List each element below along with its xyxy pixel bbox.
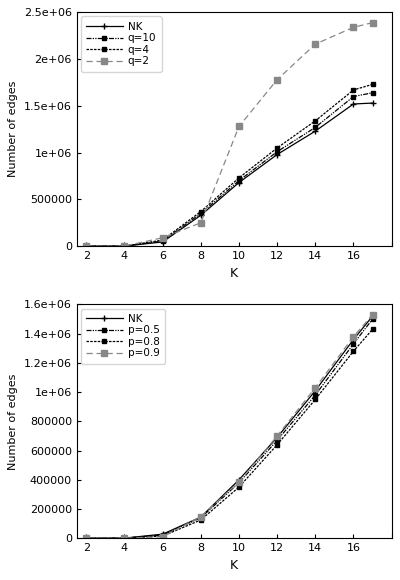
- NK: [275, 151, 280, 158]
- q=10: [160, 238, 165, 245]
- q=4: [198, 208, 203, 215]
- NK: [313, 128, 318, 135]
- p=0.5: [160, 531, 165, 538]
- p=0.9: [236, 478, 241, 485]
- Line: q=10: q=10: [84, 90, 375, 248]
- q=10: [313, 124, 318, 131]
- q=4: [160, 237, 165, 244]
- Line: p=0.8: p=0.8: [84, 327, 375, 541]
- p=0.9: [84, 535, 89, 542]
- q=10: [351, 93, 356, 100]
- p=0.8: [275, 441, 280, 448]
- X-axis label: K: K: [230, 267, 238, 280]
- p=0.8: [198, 517, 203, 524]
- Line: q=2: q=2: [83, 19, 376, 249]
- p=0.8: [370, 326, 375, 333]
- NK: [160, 238, 165, 245]
- Line: p=0.5: p=0.5: [84, 317, 375, 541]
- NK: [370, 313, 375, 320]
- NK: [236, 179, 241, 186]
- Legend: NK, q=10, q=4, q=2: NK, q=10, q=4, q=2: [81, 16, 162, 71]
- p=0.5: [275, 437, 280, 444]
- NK: [351, 336, 356, 343]
- q=10: [122, 242, 127, 249]
- p=0.9: [275, 433, 280, 440]
- q=2: [122, 242, 127, 249]
- X-axis label: K: K: [230, 559, 238, 572]
- NK: [313, 387, 318, 394]
- q=2: [84, 242, 89, 249]
- q=2: [236, 123, 241, 130]
- q=4: [122, 242, 127, 249]
- p=0.5: [351, 340, 356, 347]
- Line: q=4: q=4: [84, 82, 375, 248]
- p=0.8: [122, 535, 127, 542]
- q=10: [198, 210, 203, 217]
- p=0.8: [160, 532, 165, 539]
- NK: [84, 242, 89, 249]
- q=4: [370, 81, 375, 88]
- p=0.5: [198, 514, 203, 521]
- NK: [122, 535, 127, 542]
- NK: [236, 476, 241, 483]
- p=0.9: [313, 384, 318, 391]
- p=0.8: [236, 484, 241, 491]
- p=0.5: [236, 479, 241, 486]
- NK: [351, 100, 356, 107]
- p=0.9: [160, 533, 165, 540]
- q=4: [275, 144, 280, 151]
- Y-axis label: Number of edges: Number of edges: [8, 81, 18, 177]
- q=2: [313, 41, 318, 48]
- NK: [160, 531, 165, 538]
- p=0.5: [370, 316, 375, 322]
- NK: [198, 513, 203, 520]
- q=2: [351, 24, 356, 31]
- q=10: [84, 242, 89, 249]
- p=0.5: [313, 392, 318, 398]
- NK: [370, 100, 375, 107]
- q=4: [313, 117, 318, 124]
- Line: NK: NK: [84, 313, 375, 541]
- NK: [198, 212, 203, 219]
- p=0.5: [84, 535, 89, 542]
- NK: [84, 535, 89, 542]
- p=0.8: [351, 347, 356, 354]
- p=0.8: [84, 535, 89, 542]
- q=2: [275, 76, 280, 83]
- p=0.9: [198, 513, 203, 520]
- q=2: [160, 234, 165, 241]
- p=0.9: [370, 311, 375, 318]
- q=4: [351, 86, 356, 93]
- NK: [275, 434, 280, 441]
- q=4: [84, 242, 89, 249]
- Y-axis label: Number of edges: Number of edges: [8, 373, 18, 470]
- p=0.5: [122, 535, 127, 542]
- Line: p=0.9: p=0.9: [83, 311, 376, 542]
- q=10: [275, 148, 280, 155]
- NK: [122, 242, 127, 249]
- Legend: NK, p=0.5, p=0.8, p=0.9: NK, p=0.5, p=0.8, p=0.9: [81, 309, 165, 364]
- Line: NK: NK: [84, 100, 375, 249]
- p=0.9: [351, 333, 356, 340]
- q=10: [370, 89, 375, 96]
- q=10: [236, 177, 241, 184]
- q=2: [198, 219, 203, 226]
- p=0.9: [122, 535, 127, 542]
- q=2: [370, 19, 375, 26]
- q=4: [236, 175, 241, 182]
- p=0.8: [313, 396, 318, 403]
